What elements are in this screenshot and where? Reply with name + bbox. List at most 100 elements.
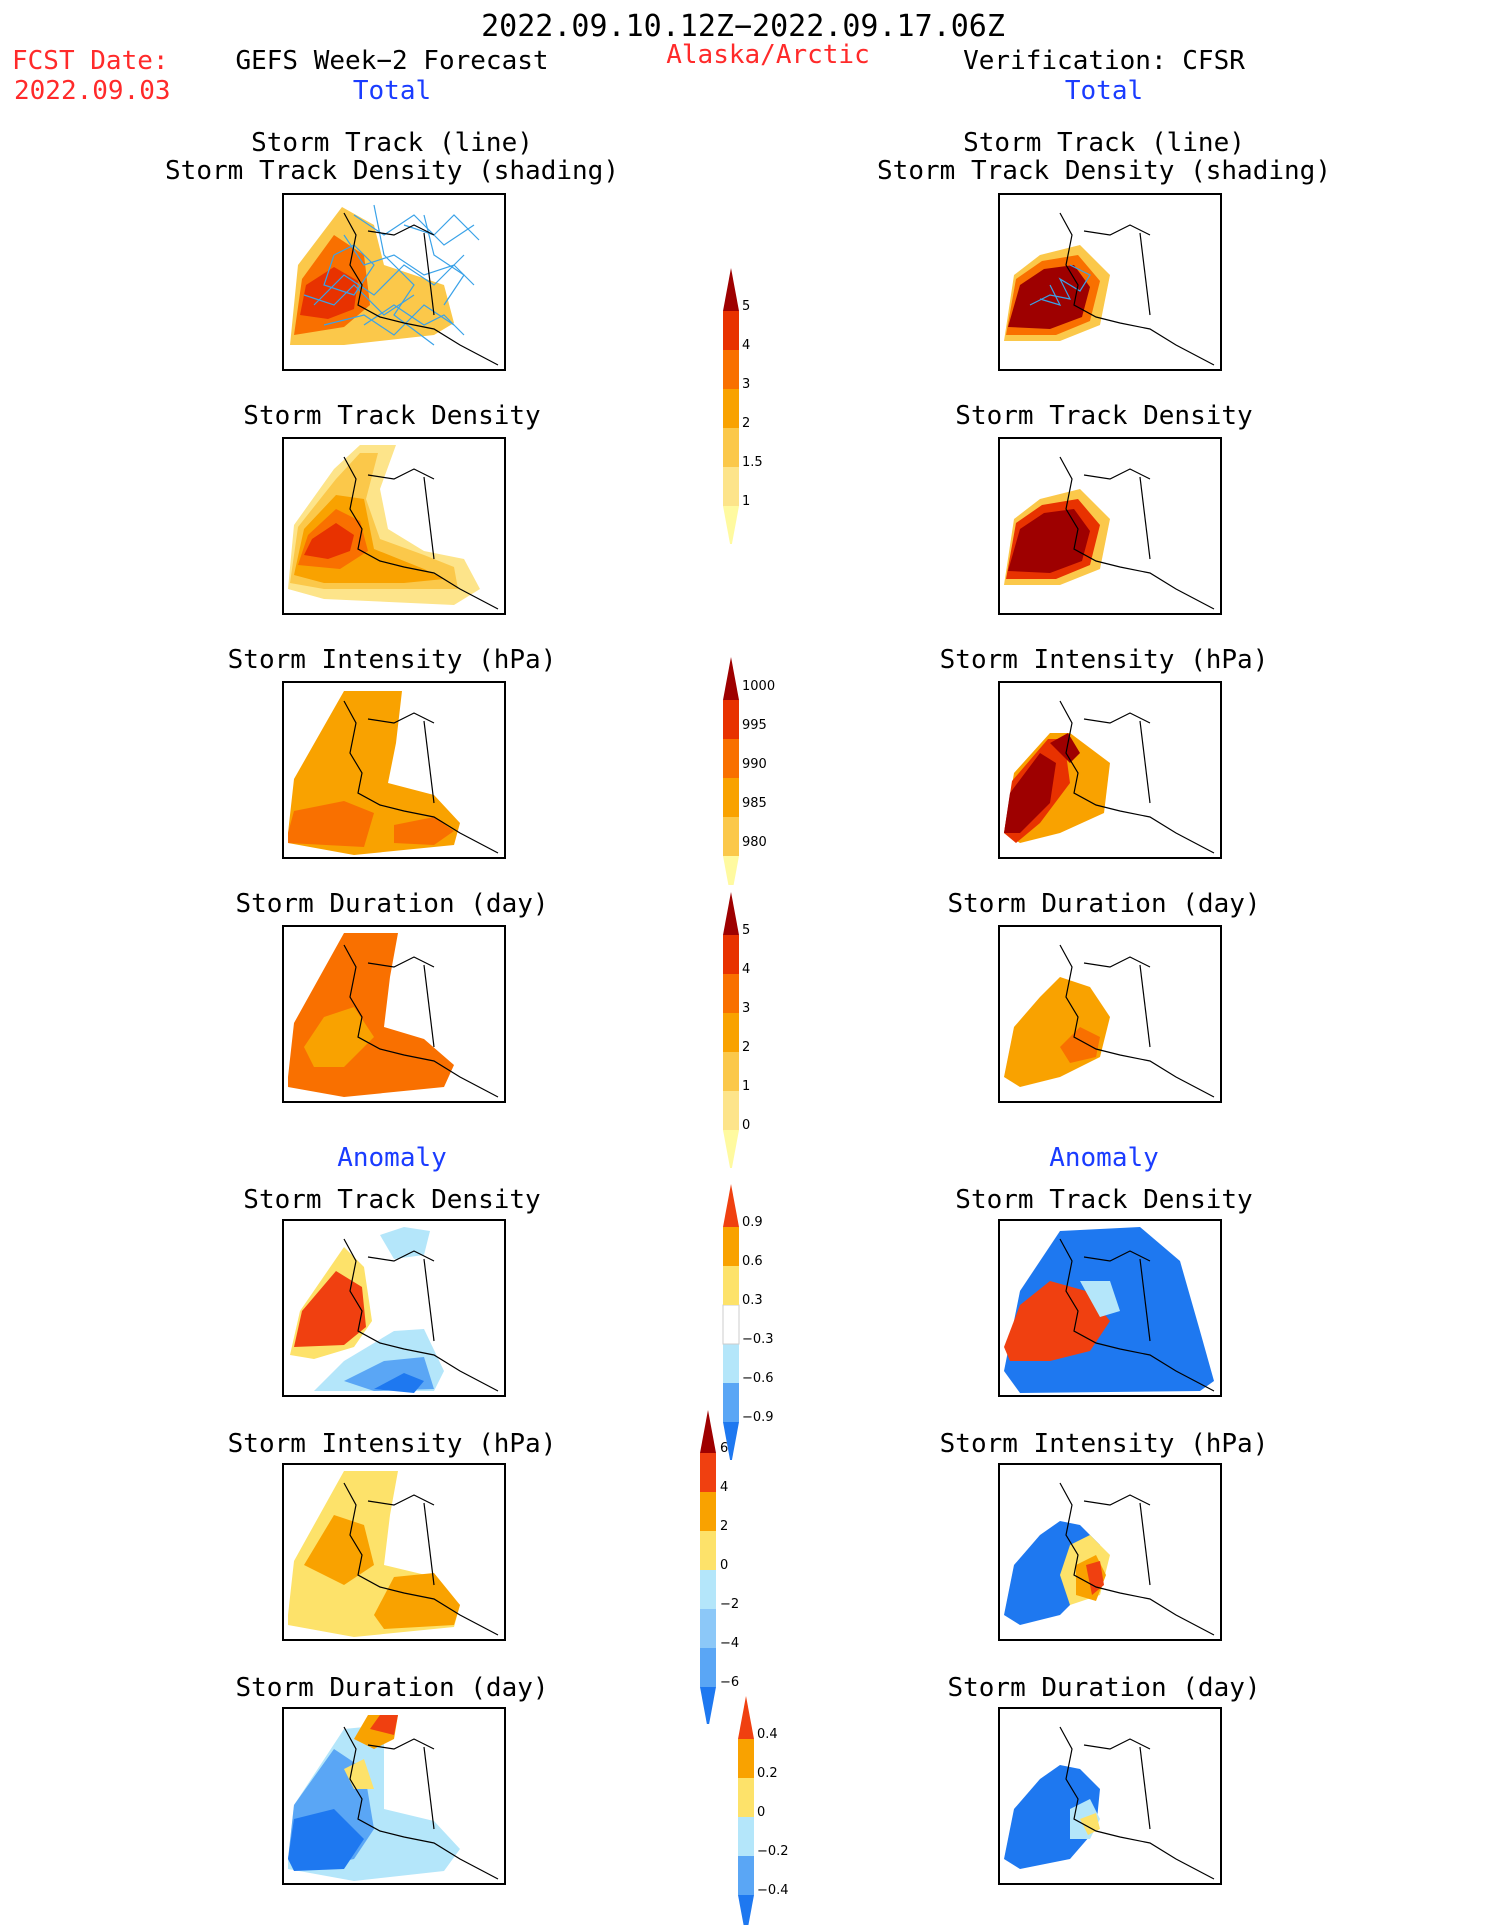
colorbar-intensity-anomaly-color-3 <box>700 1570 716 1609</box>
map-right-storm-track <box>998 193 1222 371</box>
colorbar-duration-label-1: 4 <box>742 962 750 977</box>
colorbar-duration-label-2: 3 <box>742 1001 750 1016</box>
colorbar-duration-color-4 <box>723 974 739 1013</box>
colorbar-density-anomaly-label-3: −0.3 <box>742 1332 774 1347</box>
colorbar-density-anomaly-color-6 <box>723 1184 739 1227</box>
colorbar-density-anomaly-label-4: −0.6 <box>742 1371 774 1386</box>
colorbar-duration-color-2 <box>723 1052 739 1091</box>
colorbar-intensity-anomaly-label-2: 2 <box>720 1519 728 1534</box>
colorbar-intensity-color-1 <box>723 817 739 856</box>
colorbar-intensity-anomaly-color-4 <box>700 1531 716 1570</box>
colorbar-density-color-1 <box>723 467 739 506</box>
colorbar-density-color-6 <box>723 268 739 311</box>
map-left-storm-track-density <box>282 437 506 615</box>
colorbar-duration-anomaly-label-4: −0.4 <box>757 1883 789 1898</box>
colorbar-intensity-anomaly-color-0 <box>700 1687 716 1724</box>
colorbar-density-color-4 <box>723 350 739 389</box>
valid-period-title: 2022.09.10.12Z−2022.09.17.06Z <box>481 9 1005 44</box>
colorbar-intensity-anomaly-color-5 <box>700 1492 716 1531</box>
colorbar-intensity-anomaly-label-4: −2 <box>720 1597 739 1612</box>
colorbar-intensity-label-0: 1000 <box>742 679 775 694</box>
colorbar-duration-anomaly-boxes <box>738 1696 754 1925</box>
colorbar-density-anomaly-color-0 <box>723 1422 739 1460</box>
right-duration-anom-title: Storm Duration (day) <box>947 1673 1261 1703</box>
left-duration-title: Storm Duration (day) <box>235 889 549 919</box>
map-right-intensity-anomaly <box>998 1463 1222 1641</box>
map-left-storm-intensity <box>282 681 506 859</box>
colorbar-density-label-2: 3 <box>742 377 750 392</box>
colorbar-intensity-anomaly-label-0: 6 <box>720 1441 728 1456</box>
colorbar-duration-anomaly-color-5 <box>738 1696 754 1739</box>
colorbar-duration-anomaly-label-0: 0.4 <box>757 1727 778 1742</box>
map-right-duration-anomaly <box>998 1707 1222 1885</box>
colorbar-density-anomaly: 0.9 0.6 0.3 −0.3 −0.6 −0.9 <box>722 1184 774 1460</box>
left-intensity-anom-title: Storm Intensity (hPa) <box>227 1429 557 1459</box>
map-right-storm-duration <box>998 925 1222 1103</box>
colorbar-duration-label-0: 5 <box>742 923 750 938</box>
colorbar-density-anomaly-boxes <box>722 1184 740 1460</box>
colorbar-duration: 5 4 3 2 1 0 <box>723 892 750 1168</box>
colorbar-density-anomaly-color-2 <box>723 1344 739 1383</box>
colorbar-density-color-0 <box>723 506 739 544</box>
colorbar-density-anomaly-color-1 <box>723 1383 739 1422</box>
colorbar-intensity-anomaly: 6 4 2 0 −2 −4 −6 <box>700 1410 739 1724</box>
colorbar-intensity-boxes <box>723 657 739 885</box>
colorbar-density-color-3 <box>723 389 739 428</box>
map-right-storm-track-density <box>998 437 1222 615</box>
colorbar-duration-anomaly-color-3 <box>738 1778 754 1817</box>
colorbar-duration-anomaly-color-2 <box>738 1817 754 1856</box>
left-column-subtitle: Total <box>352 76 432 106</box>
colorbar-intensity-anomaly-color-1 <box>700 1648 716 1687</box>
colorbar-density-anomaly-label-0: 0.9 <box>742 1215 763 1230</box>
colorbar-intensity-anomaly-color-2 <box>700 1609 716 1648</box>
colorbar-duration-anomaly: 0.4 0.2 0 −0.2 −0.4 <box>738 1696 789 1925</box>
colorbar-duration-label-3: 2 <box>742 1040 750 1055</box>
colorbar-duration-label-5: 0 <box>742 1118 750 1133</box>
colorbar-density-label-4: 1.5 <box>742 455 763 470</box>
colorbar-duration-anomaly-color-4 <box>738 1739 754 1778</box>
colorbar-intensity-label-4: 980 <box>742 835 767 850</box>
colorbar-density-label-3: 2 <box>742 416 750 431</box>
colorbar-density-anomaly-color-5 <box>723 1227 739 1266</box>
colorbar-intensity-anomaly-color-6 <box>700 1453 716 1492</box>
colorbar-duration-label-4: 1 <box>742 1079 750 1094</box>
colorbar-duration-anomaly-color-1 <box>738 1856 754 1895</box>
right-density-title: Storm Track Density <box>955 401 1253 431</box>
colorbar-intensity-color-4 <box>723 700 739 739</box>
right-density-anom-title: Storm Track Density <box>955 1185 1253 1215</box>
colorbar-density-anomaly-color-3 <box>722 1304 740 1345</box>
colorbar-duration-color-3 <box>723 1013 739 1052</box>
map-left-duration-anomaly <box>282 1707 506 1885</box>
colorbar-density-color-2 <box>723 428 739 467</box>
colorbar-intensity-anomaly-label-1: 4 <box>720 1480 728 1495</box>
colorbar-duration-anomaly-label-1: 0.2 <box>757 1766 778 1781</box>
colorbar-intensity-anomaly-color-7 <box>700 1410 716 1453</box>
colorbar-intensity-color-0 <box>723 856 739 885</box>
map-left-storm-track <box>282 193 506 371</box>
map-left-intensity-anomaly <box>282 1463 506 1641</box>
colorbar-duration-boxes <box>723 892 739 1168</box>
left-column-title: GEFS Week−2 Forecast <box>235 46 549 76</box>
left-track-title-line2: Storm Track Density (shading) <box>165 156 619 186</box>
right-column-title: Verification: CFSR <box>963 46 1245 76</box>
map-right-storm-intensity <box>998 681 1222 859</box>
colorbar-intensity-anomaly-boxes <box>700 1410 716 1724</box>
colorbar-duration-color-0 <box>723 1130 739 1168</box>
colorbar-density-label-0: 5 <box>742 299 750 314</box>
colorbar-density-color-5 <box>723 311 739 350</box>
left-intensity-title: Storm Intensity (hPa) <box>227 645 557 675</box>
colorbar-intensity-anomaly-label-6: −6 <box>720 1675 739 1690</box>
colorbar-intensity-label-1: 995 <box>742 718 767 733</box>
right-duration-title: Storm Duration (day) <box>947 889 1261 919</box>
colorbar-density-anomaly-label-1: 0.6 <box>742 1254 763 1269</box>
right-intensity-title: Storm Intensity (hPa) <box>939 645 1269 675</box>
colorbar-density-label-5: 1 <box>742 494 750 509</box>
right-anomaly-heading: Anomaly <box>1049 1143 1159 1173</box>
fcst-date-label: FCST Date: <box>12 46 169 76</box>
colorbar-density-anomaly-label-2: 0.3 <box>742 1293 763 1308</box>
left-density-title: Storm Track Density <box>243 401 541 431</box>
colorbar-intensity-color-3 <box>723 739 739 778</box>
colorbar-duration-anomaly-color-0 <box>738 1895 754 1925</box>
fcst-date-value: 2022.09.03 <box>14 76 171 106</box>
region-title: Alaska/Arctic <box>666 40 870 70</box>
